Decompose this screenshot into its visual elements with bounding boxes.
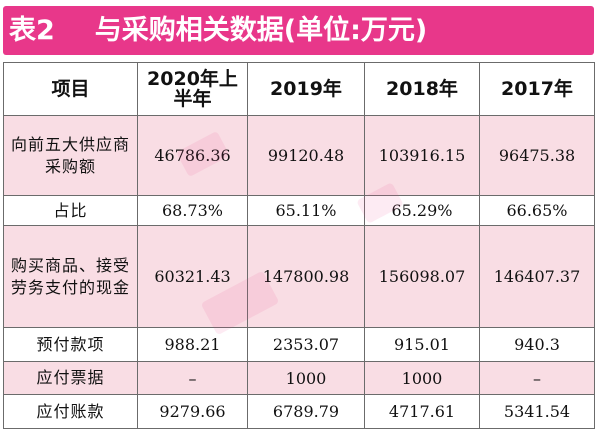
- table-row: 占比 68.73% 65.11% 65.29% 66.65%: [3, 195, 595, 226]
- row-label: 预付款项: [3, 327, 138, 362]
- header-2020-h1: 2020年上半年: [137, 62, 248, 116]
- procurement-data-table: 项目 2020年上半年 2019年 2018年 2017年 向前五大供应商采购额…: [3, 62, 595, 429]
- cell-2017: 940.3: [479, 327, 595, 362]
- cell-2019: 65.11%: [247, 195, 365, 226]
- table-row: 应付票据 – 1000 1000 –: [3, 361, 595, 395]
- cell-2017: 66.65%: [479, 195, 595, 226]
- row-label: 向前五大供应商采购额: [3, 115, 138, 196]
- header-2017: 2017年: [479, 62, 595, 116]
- cell-2019: 6789.79: [247, 394, 365, 429]
- row-label: 购买商品、接受劳务支付的现金: [3, 225, 138, 328]
- row-label: 应付账款: [3, 394, 138, 429]
- header-2018: 2018年: [364, 62, 480, 116]
- cell-2020: 60321.43: [137, 225, 248, 328]
- table-row: 应付账款 9279.66 6789.79 4717.61 5341.54: [3, 394, 595, 429]
- table-number: 表2: [9, 15, 55, 46]
- cell-2019: 1000: [247, 361, 365, 395]
- cell-2018: 1000: [364, 361, 480, 395]
- table-row: 购买商品、接受劳务支付的现金 60321.43 147800.98 156098…: [3, 225, 595, 328]
- row-label: 应付票据: [3, 361, 138, 395]
- header-item: 项目: [3, 62, 138, 116]
- cell-2019: 2353.07: [247, 327, 365, 362]
- header-2019: 2019年: [247, 62, 365, 116]
- table-title: 与采购相关数据(单位:万元): [94, 15, 428, 46]
- cell-2020: –: [137, 361, 248, 395]
- table-row: 预付款项 988.21 2353.07 915.01 940.3: [3, 327, 595, 362]
- cell-2020: 46786.36: [137, 115, 248, 196]
- cell-2019: 99120.48: [247, 115, 365, 196]
- table-row: 向前五大供应商采购额 46786.36 99120.48 103916.15 9…: [3, 115, 595, 196]
- cell-2019: 147800.98: [247, 225, 365, 328]
- cell-2020: 9279.66: [137, 394, 248, 429]
- cell-2020: 988.21: [137, 327, 248, 362]
- cell-2017: 146407.37: [479, 225, 595, 328]
- table-title-bar: 表2 与采购相关数据(单位:万元): [3, 6, 594, 55]
- cell-2018: 103916.15: [364, 115, 480, 196]
- cell-2018: 65.29%: [364, 195, 480, 226]
- cell-2018: 156098.07: [364, 225, 480, 328]
- cell-2020: 68.73%: [137, 195, 248, 226]
- row-label: 占比: [3, 195, 138, 226]
- header-row: 项目 2020年上半年 2019年 2018年 2017年: [3, 62, 595, 116]
- cell-2017: –: [479, 361, 595, 395]
- cell-2018: 4717.61: [364, 394, 480, 429]
- cell-2018: 915.01: [364, 327, 480, 362]
- cell-2017: 96475.38: [479, 115, 595, 196]
- cell-2017: 5341.54: [479, 394, 595, 429]
